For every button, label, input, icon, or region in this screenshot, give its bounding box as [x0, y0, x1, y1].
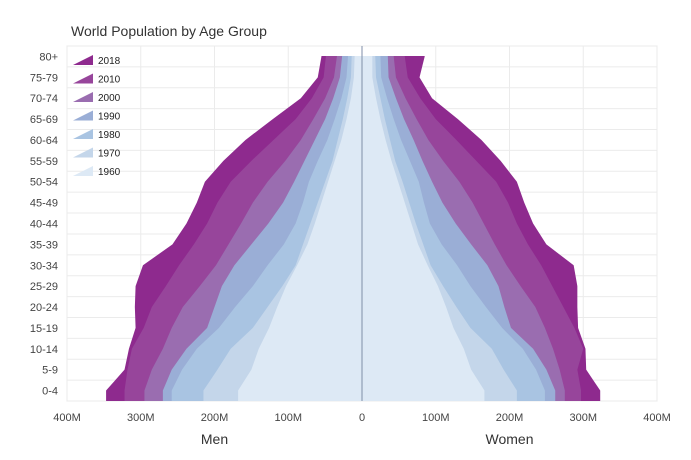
legend-label: 1970	[98, 149, 121, 160]
y-tick-label: 30-34	[30, 260, 58, 272]
x-tick-label: 300M	[127, 412, 155, 424]
y-tick-label: 10-14	[30, 344, 58, 356]
y-tick-label: 35-39	[30, 239, 58, 251]
series-area-1960	[238, 56, 485, 401]
legend-label: 2010	[98, 75, 121, 86]
y-tick-label: 65-69	[30, 114, 58, 126]
y-tick-label: 55-59	[30, 156, 58, 168]
legend-item-2000[interactable]: 2000	[73, 92, 121, 104]
legend-swatch	[73, 92, 93, 102]
legend: 2018 2010 2000 1990 1980 1970 1960	[73, 55, 121, 178]
legend-item-2010[interactable]: 2010	[73, 73, 121, 86]
legend-swatch	[73, 55, 93, 65]
legend-item-1980[interactable]: 1980	[73, 129, 121, 141]
legend-label: 1990	[98, 112, 121, 123]
y-tick-label: 45-49	[30, 198, 58, 210]
y-tick-label: 50-54	[30, 177, 58, 189]
legend-label: 2000	[98, 93, 121, 104]
y-tick-label: 25-29	[30, 281, 58, 293]
y-tick-label: 60-64	[30, 135, 58, 147]
y-tick-label: 5-9	[42, 365, 58, 377]
y-tick-label: 20-24	[30, 302, 58, 314]
legend-swatch	[73, 110, 93, 121]
x-tick-label: 100M	[274, 412, 302, 424]
x-tick-label: 200M	[496, 412, 524, 424]
legend-item-1990[interactable]: 1990	[73, 110, 121, 123]
y-tick-label: 40-44	[30, 219, 58, 231]
legend-swatch	[73, 129, 93, 139]
y-tick-label: 80+	[39, 51, 58, 63]
y-tick-label: 15-19	[30, 323, 58, 335]
y-tick-label: 0-4	[42, 386, 58, 398]
legend-label: 1980	[98, 130, 121, 141]
women-axis-label: Women	[486, 431, 534, 447]
legend-swatch	[73, 147, 93, 158]
x-tick-label: 200M	[201, 412, 229, 424]
legend-item-1970[interactable]: 1970	[73, 147, 121, 160]
men-axis-label: Men	[201, 431, 228, 447]
legend-item-2018[interactable]: 2018	[73, 55, 121, 67]
x-tick-label: 100M	[422, 412, 450, 424]
legend-item-1960[interactable]: 1960	[73, 166, 121, 178]
x-tick-label: 400M	[53, 412, 81, 424]
legend-swatch	[73, 73, 93, 84]
x-tick-label: 400M	[643, 412, 671, 424]
legend-label: 2018	[98, 56, 121, 67]
y-tick-label: 70-74	[30, 93, 58, 105]
legend-label: 1960	[98, 167, 121, 178]
legend-swatch	[73, 166, 93, 176]
chart-title: World Population by Age Group	[71, 23, 267, 39]
x-tick-label: 300M	[569, 412, 597, 424]
y-tick-label: 75-79	[30, 72, 58, 84]
x-tick-label: 0	[359, 412, 365, 424]
